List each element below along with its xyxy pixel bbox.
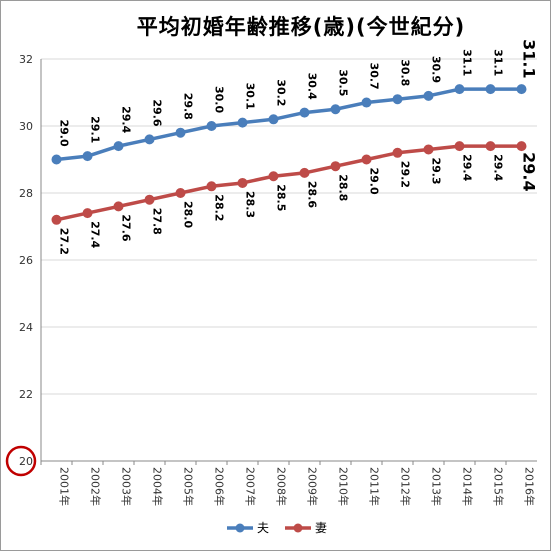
data-point	[485, 141, 496, 152]
data-point	[485, 84, 496, 95]
data-point	[299, 107, 310, 118]
data-point	[206, 181, 217, 192]
x-tick-label: 2013年	[430, 467, 444, 506]
y-tick-label: 22	[19, 388, 33, 401]
data-label: 29.4	[520, 152, 539, 191]
y-tick-label: 20	[19, 455, 33, 468]
x-tick-label: 2011年	[368, 467, 382, 506]
data-point	[82, 208, 93, 219]
y-tick-label: 30	[19, 120, 33, 133]
legend-marker	[293, 523, 303, 533]
x-tick-label: 2006年	[213, 467, 227, 506]
data-point	[237, 117, 248, 128]
y-tick-label: 26	[19, 254, 33, 267]
data-label: 29.8	[182, 93, 195, 120]
legend-marker	[235, 523, 245, 533]
data-point	[268, 171, 279, 182]
data-label: 29.4	[492, 154, 505, 181]
data-point	[392, 94, 403, 105]
data-point	[299, 167, 310, 178]
data-point	[361, 97, 372, 108]
data-label: 29.0	[58, 120, 71, 147]
data-label: 29.1	[89, 116, 102, 143]
x-tick-label: 2007年	[244, 467, 258, 506]
data-point	[206, 121, 217, 131]
data-point	[423, 90, 434, 101]
data-point	[268, 114, 279, 125]
legend-label: 夫	[257, 521, 269, 535]
data-point	[361, 154, 372, 165]
data-label: 28.3	[244, 191, 257, 218]
series-line-wife	[56, 144, 522, 222]
data-point	[516, 141, 527, 152]
data-point	[237, 177, 248, 188]
data-label: 29.0	[368, 168, 381, 195]
x-tick-label: 2014年	[461, 467, 475, 506]
x-tick-label: 2015年	[492, 467, 506, 506]
data-point	[175, 188, 186, 198]
x-tick-label: 2012年	[399, 467, 413, 506]
data-point	[82, 151, 93, 162]
data-label: 27.2	[58, 228, 71, 255]
data-point	[423, 144, 434, 155]
data-label: 30.8	[399, 59, 412, 86]
data-label: 31.1	[461, 49, 474, 76]
data-point	[516, 84, 527, 95]
data-label: 30.1	[244, 83, 257, 110]
data-point	[113, 141, 124, 152]
x-tick-label: 2001年	[58, 467, 72, 506]
x-tick-label: 2003年	[120, 467, 134, 506]
data-point	[175, 127, 186, 138]
data-label: 28.2	[213, 194, 226, 221]
data-point	[51, 214, 62, 225]
x-tick-label: 2005年	[182, 467, 196, 506]
data-label: 30.9	[430, 56, 443, 83]
data-point	[144, 194, 155, 205]
data-point	[392, 147, 403, 158]
data-label: 29.6	[151, 99, 164, 126]
data-label: 28.0	[182, 201, 195, 228]
x-tick-label: 2002年	[89, 467, 103, 506]
data-label: 27.8	[151, 208, 164, 235]
data-label: 27.4	[89, 221, 102, 248]
x-tick-label: 2009年	[306, 467, 320, 506]
data-point	[454, 84, 465, 95]
x-tick-label: 2010年	[337, 467, 351, 506]
data-label: 31.1	[492, 49, 505, 76]
highlight-circle	[5, 445, 37, 477]
legend-label: 妻	[315, 521, 327, 535]
data-label: 29.4	[461, 154, 474, 181]
data-point	[144, 134, 155, 145]
y-tick-label: 28	[19, 187, 33, 200]
data-point	[330, 161, 341, 172]
series-line-husband	[56, 87, 522, 162]
data-label: 29.3	[430, 157, 443, 184]
data-point	[330, 104, 341, 115]
data-label: 31.1	[520, 39, 539, 78]
data-label: 27.6	[120, 214, 133, 241]
x-tick-label: 2004年	[151, 467, 165, 506]
data-label: 29.4	[120, 106, 133, 133]
data-label: 30.5	[337, 69, 350, 96]
x-tick-label: 2016年	[523, 467, 537, 506]
data-label: 30.0	[213, 86, 226, 113]
chart-title: 平均初婚年齢推移(歳)(今世紀分)	[136, 15, 466, 39]
data-label: 28.8	[337, 174, 350, 201]
data-label: 28.6	[306, 181, 319, 208]
data-point	[113, 201, 124, 212]
data-point	[51, 154, 62, 165]
x-tick-label: 2008年	[275, 467, 289, 506]
data-label: 30.7	[368, 63, 381, 90]
data-label: 29.2	[399, 161, 412, 188]
data-label: 30.4	[306, 73, 319, 100]
data-label: 30.2	[275, 79, 288, 106]
data-point	[454, 141, 465, 152]
y-tick-label: 32	[19, 53, 33, 66]
data-label: 28.5	[275, 184, 288, 211]
y-tick-label: 24	[19, 321, 33, 334]
